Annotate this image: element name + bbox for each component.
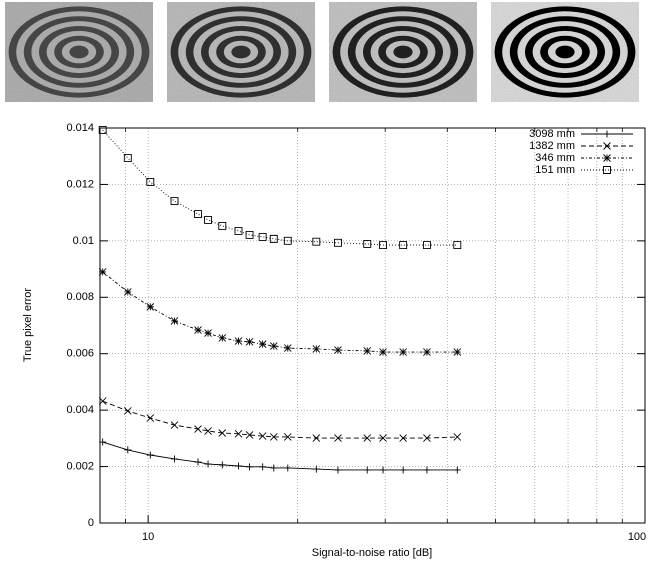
- point-marker: [171, 455, 178, 462]
- point-marker: [219, 334, 226, 341]
- point-marker: [205, 216, 212, 223]
- point-marker: [235, 227, 242, 234]
- x-tick-label: 10: [142, 531, 154, 543]
- point-marker: [284, 345, 291, 352]
- point-marker: [259, 463, 266, 470]
- point-marker: [454, 466, 461, 473]
- point-marker: [400, 466, 407, 473]
- point-marker: [246, 463, 253, 470]
- ring-image: [167, 2, 315, 102]
- y-axis-label: True pixel error: [22, 288, 34, 363]
- point-marker: [270, 343, 277, 350]
- y-tick-label: 0: [88, 517, 94, 529]
- y-tick-label: 0.006: [66, 348, 94, 360]
- y-tick-label: 0.01: [73, 235, 94, 247]
- point-marker: [246, 338, 253, 345]
- point-marker: [171, 422, 178, 429]
- point-marker: [259, 233, 266, 240]
- point-marker: [205, 330, 212, 337]
- point-marker: [235, 338, 242, 345]
- point-marker: [171, 198, 178, 205]
- legend-marker: [604, 167, 611, 174]
- ring-center: [236, 49, 246, 56]
- point-marker: [284, 464, 291, 471]
- y-tick-label: 0.008: [66, 291, 94, 303]
- point-marker: [334, 347, 341, 354]
- figure: True pixel error Signal-to-noise ratio […: [0, 0, 653, 565]
- point-marker: [219, 222, 226, 229]
- x-tick-label: 100: [628, 531, 646, 543]
- point-marker: [423, 349, 430, 356]
- y-tick-label: 0.002: [66, 460, 94, 472]
- point-marker: [423, 242, 430, 249]
- point-marker: [454, 349, 461, 356]
- point-marker: [313, 345, 320, 352]
- ring-image: [329, 2, 477, 102]
- legend-label: 3098 mm: [529, 128, 575, 140]
- point-marker: [423, 466, 430, 473]
- point-marker: [454, 242, 461, 249]
- point-marker: [400, 242, 407, 249]
- x-axis-label: Signal-to-noise ratio [dB]: [312, 547, 432, 559]
- legend-label: 1382 mm: [529, 140, 575, 152]
- point-marker: [380, 349, 387, 356]
- y-tick-label: 0.014: [66, 122, 94, 134]
- series-line: [103, 442, 458, 470]
- point-marker: [259, 341, 266, 348]
- point-marker: [235, 463, 242, 470]
- point-marker: [313, 238, 320, 245]
- ring-images: [5, 2, 639, 102]
- series-line: [103, 272, 458, 352]
- ring-center: [74, 49, 84, 56]
- ring-image: [491, 2, 639, 102]
- point-marker: [195, 211, 202, 218]
- point-marker: [171, 317, 178, 324]
- point-marker: [219, 461, 226, 468]
- ring-image: [5, 2, 153, 102]
- ring-center: [398, 49, 408, 56]
- point-marker: [147, 452, 154, 459]
- ring-center: [560, 49, 570, 56]
- point-marker: [364, 466, 371, 473]
- point-marker: [195, 459, 202, 466]
- plot-frame: [100, 128, 645, 523]
- point-marker: [364, 240, 371, 247]
- point-marker: [334, 466, 341, 473]
- page: True pixel error Signal-to-noise ratio […: [0, 0, 653, 565]
- point-marker: [400, 349, 407, 356]
- series-line: [103, 130, 458, 245]
- legend-marker: [604, 131, 611, 138]
- point-marker: [99, 268, 106, 275]
- series-line: [103, 401, 458, 438]
- point-marker: [147, 303, 154, 310]
- point-marker: [364, 347, 371, 354]
- point-marker: [195, 327, 202, 334]
- y-tick-label: 0.004: [66, 404, 94, 416]
- legend-label: 151 mm: [535, 164, 575, 176]
- legend-label: 346 mm: [535, 152, 575, 164]
- y-tick-label: 0.012: [66, 178, 94, 190]
- point-marker: [124, 288, 131, 295]
- point-marker: [270, 464, 277, 471]
- point-marker: [147, 415, 154, 422]
- legend-marker: [604, 155, 611, 162]
